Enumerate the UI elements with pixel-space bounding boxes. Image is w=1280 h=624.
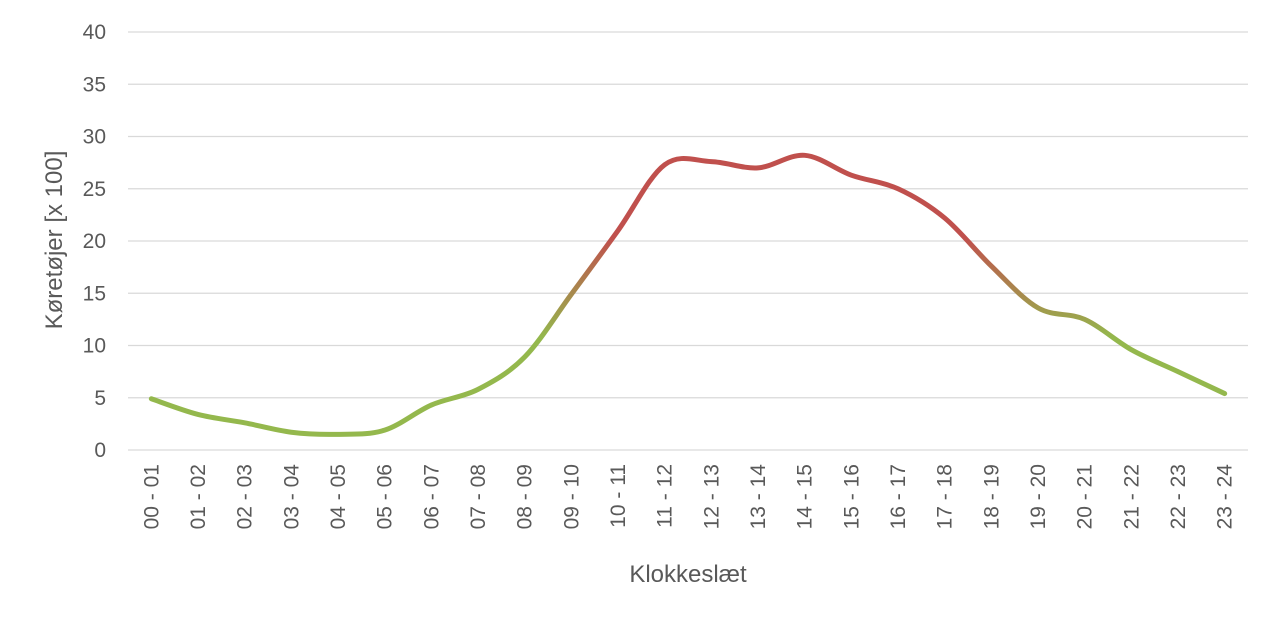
series-line: [148, 152, 1228, 437]
y-tick-label: 20: [83, 230, 106, 253]
x-tick-label: 12 - 13: [700, 464, 723, 529]
data-point: [1036, 305, 1041, 310]
y-tick-label: 10: [83, 335, 106, 358]
x-tick-label: 04 - 05: [327, 464, 350, 529]
data-point: [149, 396, 154, 401]
x-tick-label: 23 - 24: [1214, 464, 1237, 530]
y-tick-label: 35: [83, 73, 106, 96]
data-point: [196, 412, 201, 417]
data-point: [1082, 317, 1087, 322]
x-axis-title: Klokkeslæt: [629, 561, 747, 588]
data-point: [429, 403, 434, 408]
data-point: [756, 165, 761, 170]
x-tick-label: 18 - 19: [980, 464, 1003, 529]
x-tick-label: 19 - 20: [1027, 464, 1050, 529]
y-tick-label: 40: [83, 21, 106, 44]
x-tick-label: 08 - 09: [514, 464, 537, 529]
data-point: [802, 153, 807, 158]
data-point: [476, 387, 481, 392]
data-point: [662, 162, 667, 167]
x-tick-label: 17 - 18: [934, 464, 957, 529]
y-tick-label: 15: [83, 282, 106, 305]
x-tick-label: 10 - 11: [607, 464, 630, 528]
x-tick-label: 11 - 12: [654, 464, 677, 528]
data-point: [1176, 369, 1181, 374]
data-point: [1222, 391, 1227, 396]
gridlines: [128, 31, 1248, 451]
data-point: [896, 186, 901, 191]
x-tick-label: 21 - 22: [1120, 464, 1143, 529]
data-point: [709, 159, 714, 164]
x-tick-label: 14 - 15: [794, 464, 817, 529]
data-point: [382, 428, 387, 433]
x-tick-label: 16 - 17: [887, 464, 910, 529]
data-point: [1129, 347, 1134, 352]
data-point: [942, 216, 947, 221]
data-point: [242, 420, 247, 425]
x-tick-label: 00 - 01: [140, 464, 163, 529]
data-point: [522, 354, 527, 359]
x-tick-label: 05 - 06: [374, 464, 397, 529]
data-point: [616, 228, 621, 233]
x-tick-label: 02 - 03: [234, 464, 257, 529]
data-point: [849, 173, 854, 178]
x-tick-label: 22 - 23: [1167, 464, 1190, 529]
x-tick-label: 03 - 04: [280, 464, 303, 530]
y-tick-label: 5: [94, 387, 106, 410]
y-tick-label: 0: [94, 439, 106, 462]
y-tick-label: 30: [83, 126, 106, 149]
data-point: [289, 430, 294, 435]
y-axis-ticks: 0 5 10 15 20 25 30 35 40: [83, 21, 106, 462]
y-axis-title: Køretøjer [x 100]: [41, 151, 68, 330]
x-tick-label: 01 - 02: [187, 464, 210, 529]
x-axis-ticks: 00 - 01 01 - 02 02 - 03 03 - 04 04 - 05 05 - …: [140, 464, 1236, 530]
data-point: [569, 292, 574, 297]
x-tick-label: 07 - 08: [467, 464, 490, 529]
x-tick-label: 09 - 10: [560, 464, 583, 529]
data-point: [336, 432, 341, 437]
data-point: [989, 264, 994, 269]
series-layer: [148, 152, 1228, 437]
x-tick-label: 20 - 21: [1074, 464, 1097, 529]
y-tick-label: 25: [83, 178, 106, 201]
x-tick-label: 15 - 16: [840, 464, 863, 529]
x-tick-label: 06 - 07: [420, 464, 443, 529]
x-tick-label: 13 - 14: [747, 464, 770, 530]
